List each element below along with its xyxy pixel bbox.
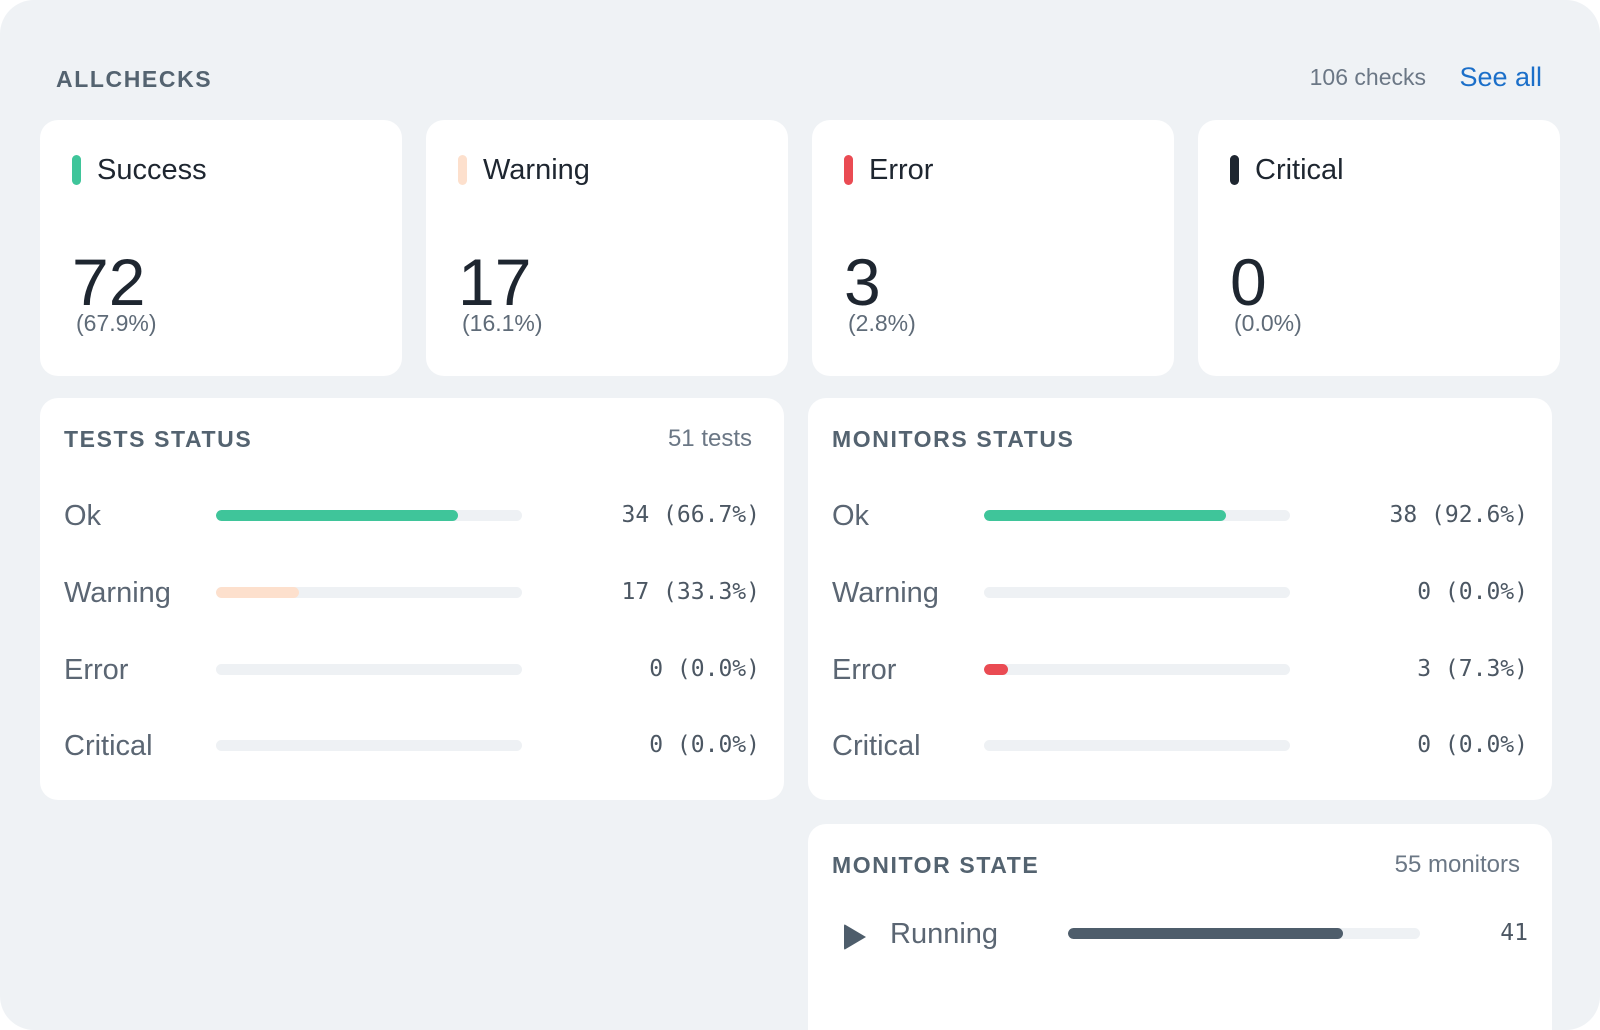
row-value: 17 (33.3%): [621, 579, 760, 605]
panel-title: MONITORS STATUS: [832, 426, 1075, 452]
status-row-warning: Warning 0 (0.0%): [832, 573, 1528, 613]
state-row-running: Running 41: [832, 914, 1528, 954]
row-value: 41: [1500, 920, 1528, 946]
status-row-critical: Critical 0 (0.0%): [832, 726, 1528, 766]
row-value: 0 (0.0%): [649, 656, 760, 682]
row-label: Warning: [832, 577, 939, 609]
status-row-critical: Critical 0 (0.0%): [64, 726, 760, 766]
stat-value: 3: [844, 245, 881, 319]
row-label: Critical: [64, 730, 153, 762]
stat-percentage: (67.9%): [76, 310, 157, 336]
monitors-status-panel: MONITORS STATUS Ok 38 (92.6%) Warning 0 …: [808, 398, 1552, 800]
row-label: Running: [890, 918, 999, 950]
stat-label: Error: [869, 153, 934, 186]
checks-count: 106 checks: [1309, 64, 1426, 90]
stat-label: Critical: [1255, 153, 1344, 186]
progress-track: [216, 664, 522, 675]
row-value: 0 (0.0%): [1417, 732, 1528, 758]
stat-header: Critical: [1230, 154, 1344, 186]
tests-status-panel: TESTS STATUS 51 tests Ok 34 (66.7%) Warn…: [40, 398, 784, 800]
row-label: Error: [832, 654, 897, 686]
status-color-indicator: [72, 155, 81, 185]
row-value: 0 (0.0%): [1417, 579, 1528, 605]
row-label: Critical: [832, 730, 921, 762]
stat-card-error[interactable]: Error 3 (2.8%): [812, 120, 1174, 376]
status-row-ok: Ok 38 (92.6%): [832, 496, 1528, 536]
row-value: 38 (92.6%): [1389, 502, 1528, 528]
stat-card-success[interactable]: Success 72 (67.9%): [40, 120, 402, 376]
status-row-error: Error 0 (0.0%): [64, 650, 760, 690]
status-row-ok: Ok 34 (66.7%): [64, 496, 760, 536]
stat-value: 17: [458, 245, 532, 319]
row-label: Ok: [832, 500, 870, 532]
play-icon: [844, 924, 866, 950]
stat-percentage: (2.8%): [848, 310, 916, 336]
row-value: 3 (7.3%): [1417, 656, 1528, 682]
progress-fill: [216, 587, 299, 598]
stat-percentage: (0.0%): [1234, 310, 1302, 336]
progress-fill: [984, 664, 1009, 675]
stat-card-warning[interactable]: Warning 17 (16.1%): [426, 120, 788, 376]
progress-track: [216, 510, 522, 521]
status-row-warning: Warning 17 (33.3%): [64, 573, 760, 613]
monitors-count: 55 monitors: [1394, 851, 1520, 878]
row-label: Error: [64, 654, 129, 686]
panel-title: TESTS STATUS: [64, 426, 253, 452]
stat-value: 72: [72, 245, 146, 319]
stat-label: Success: [97, 153, 207, 186]
progress-track: [984, 510, 1290, 521]
status-row-error: Error 3 (7.3%): [832, 650, 1528, 690]
stat-header: Error: [844, 154, 933, 186]
progress-track: [1068, 928, 1420, 939]
stat-header: Success: [72, 154, 207, 186]
stat-header: Warning: [458, 154, 590, 186]
status-color-indicator: [1230, 155, 1239, 185]
stat-percentage: (16.1%): [462, 310, 543, 336]
panel-title: MONITOR STATE: [832, 852, 1040, 878]
status-color-indicator: [458, 155, 467, 185]
progress-track: [984, 587, 1290, 598]
row-value: 0 (0.0%): [649, 732, 760, 758]
stat-label: Warning: [483, 153, 590, 186]
progress-track: [216, 740, 522, 751]
stat-card-critical[interactable]: Critical 0 (0.0%): [1198, 120, 1560, 376]
row-label: Ok: [64, 500, 102, 532]
progress-fill: [984, 510, 1226, 521]
row-value: 34 (66.7%): [621, 502, 760, 528]
row-label: Warning: [64, 577, 171, 609]
allchecks-title: ALLCHECKS: [56, 66, 213, 92]
tests-count: 51 tests: [667, 425, 752, 452]
progress-track: [984, 664, 1290, 675]
status-color-indicator: [844, 155, 853, 185]
progress-fill: [1068, 928, 1343, 939]
stat-value: 0: [1230, 245, 1267, 319]
progress-track: [216, 587, 522, 598]
monitor-state-panel: MONITOR STATE 55 monitors Running 41: [808, 824, 1552, 1030]
see-all-link[interactable]: See all: [1459, 62, 1542, 92]
progress-fill: [216, 510, 458, 521]
progress-track: [984, 740, 1290, 751]
